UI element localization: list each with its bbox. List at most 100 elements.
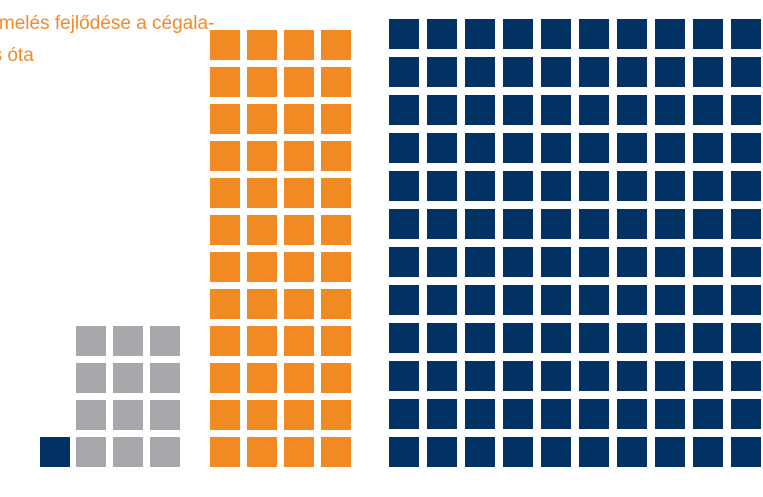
waffle-cell-series-3 [284,437,314,467]
waffle-cell-series-4 [427,361,457,391]
waffle-cell-series-3 [284,289,314,319]
waffle-cell-series-2 [150,363,180,393]
waffle-cell-series-3 [284,252,314,282]
waffle-cell-series-4 [541,19,571,49]
waffle-cell-series-4 [579,285,609,315]
waffle-cell-series-4 [693,133,723,163]
waffle-cell-series-3 [321,437,351,467]
waffle-cell-series-4 [693,19,723,49]
waffle-cell-series-4 [465,19,495,49]
waffle-cell-series-4 [617,171,647,201]
waffle-cell-series-4 [617,437,647,467]
waffle-cell-series-4 [579,95,609,125]
waffle-cell-series-3 [210,178,240,208]
waffle-cell-series-4 [503,247,533,277]
waffle-cell-series-4 [389,399,419,429]
waffle-cell-series-3 [321,104,351,134]
waffle-cell-series-3 [247,363,277,393]
waffle-cell-series-4 [579,209,609,239]
waffle-cell-series-4 [579,361,609,391]
waffle-cell-series-3 [247,437,277,467]
waffle-cell-series-4 [579,57,609,87]
waffle-cell-series-4 [541,209,571,239]
waffle-cell-series-4 [655,361,685,391]
waffle-cell-series-4 [655,209,685,239]
waffle-cell-series-4 [693,171,723,201]
waffle-cell-series-3 [284,30,314,60]
waffle-cell-series-4 [731,19,761,49]
waffle-cell-series-3 [210,141,240,171]
waffle-cell-series-4 [503,57,533,87]
waffle-cell-series-3 [210,252,240,282]
waffle-cell-series-3 [210,104,240,134]
waffle-cell-series-3 [284,178,314,208]
waffle-cell-series-4 [541,247,571,277]
waffle-cell-series-4 [655,323,685,353]
waffle-cell-series-4 [427,209,457,239]
chart-title-text: ermelés fejlődése a cégala- as óta [0,13,215,66]
waffle-cell-series-4 [465,209,495,239]
waffle-cell-series-4 [503,209,533,239]
waffle-cell-series-3 [321,30,351,60]
waffle-cell-series-3 [247,215,277,245]
waffle-cell-series-4 [579,171,609,201]
waffle-cell-series-4 [617,323,647,353]
waffle-cell-series-4 [389,133,419,163]
waffle-cell-series-2 [113,326,143,356]
waffle-cell-series-4 [465,285,495,315]
waffle-cell-series-3 [284,215,314,245]
waffle-cell-series-4 [693,209,723,239]
waffle-cell-series-4 [541,285,571,315]
waffle-cell-series-3 [247,30,277,60]
waffle-cell-series-2 [113,400,143,430]
waffle-cell-series-4 [693,57,723,87]
waffle-cell-series-4 [541,57,571,87]
waffle-cell-series-3 [247,289,277,319]
waffle-cell-series-3 [247,326,277,356]
waffle-cell-series-3 [210,437,240,467]
waffle-cell-series-4 [389,171,419,201]
waffle-cell-series-3 [284,104,314,134]
waffle-cell-series-4 [655,285,685,315]
waffle-cell-series-3 [210,289,240,319]
waffle-cell-series-3 [210,363,240,393]
waffle-cell-series-4 [731,209,761,239]
waffle-cell-series-3 [210,400,240,430]
waffle-cell-series-4 [731,171,761,201]
waffle-cell-series-3 [321,252,351,282]
waffle-cell-series-2 [113,363,143,393]
waffle-cell-series-4 [503,399,533,429]
waffle-cell-series-4 [731,95,761,125]
waffle-cell-series-4 [655,19,685,49]
waffle-cell-series-3 [321,400,351,430]
waffle-cell-series-4 [731,399,761,429]
waffle-cell-series-3 [247,252,277,282]
waffle-cell-series-4 [389,57,419,87]
waffle-cell-series-4 [503,285,533,315]
waffle-cell-series-4 [427,95,457,125]
waffle-cell-series-2 [76,400,106,430]
waffle-cell-series-3 [284,67,314,97]
waffle-cell-series-3 [284,400,314,430]
waffle-cell-series-4 [465,133,495,163]
waffle-cell-series-4 [617,247,647,277]
waffle-cell-series-3 [321,141,351,171]
waffle-cell-series-4 [503,95,533,125]
waffle-cell-series-2 [113,437,143,467]
waffle-cell-series-2 [76,363,106,393]
waffle-cell-series-4 [389,323,419,353]
waffle-cell-series-4 [579,133,609,163]
waffle-cell-series-2 [76,326,106,356]
waffle-cell-series-4 [389,361,419,391]
waffle-cell-series-4 [389,95,419,125]
waffle-cell-series-4 [389,209,419,239]
waffle-cell-series-4 [465,399,495,429]
waffle-cell-series-2 [76,437,106,467]
waffle-cell-series-3 [247,141,277,171]
waffle-cell-series-3 [284,326,314,356]
waffle-cell-series-4 [617,19,647,49]
waffle-cell-series-4 [465,95,495,125]
waffle-cell-series-4 [655,95,685,125]
waffle-cell-series-4 [503,171,533,201]
waffle-cell-series-4 [655,437,685,467]
